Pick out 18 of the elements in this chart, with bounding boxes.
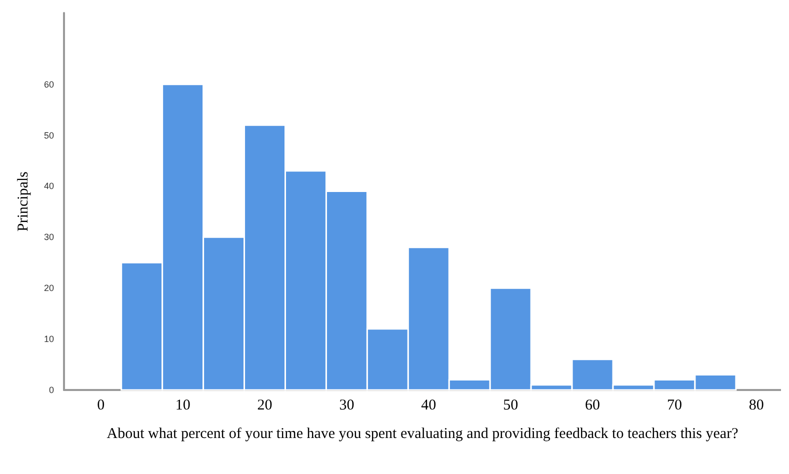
- y-tick-label: 40: [44, 181, 54, 192]
- y-tick-label: 50: [44, 130, 54, 140]
- x-tick-label: 20: [257, 398, 272, 414]
- x-tick-label: 0: [97, 398, 105, 414]
- y-tick-label: 30: [44, 232, 54, 242]
- x-tick-label: 10: [175, 398, 190, 414]
- x-tick-label: 50: [503, 398, 518, 414]
- x-tick-label: 70: [666, 398, 682, 414]
- x-tick-label: 40: [421, 398, 436, 414]
- y-tick-label: 20: [44, 283, 54, 294]
- x-tick-label: 80: [748, 398, 764, 414]
- y-axis-title: Principals: [16, 171, 32, 232]
- x-axis-title: About what percent of your time have you spent evaluating and providing feedback to teachers this year?: [106, 426, 739, 442]
- x-tick-label: 30: [339, 398, 354, 414]
- y-tick-label: 60: [44, 79, 54, 90]
- y-tick-label: 10: [44, 334, 54, 344]
- y-tick-label: 0: [48, 385, 54, 395]
- x-tick-label: 60: [585, 398, 600, 414]
